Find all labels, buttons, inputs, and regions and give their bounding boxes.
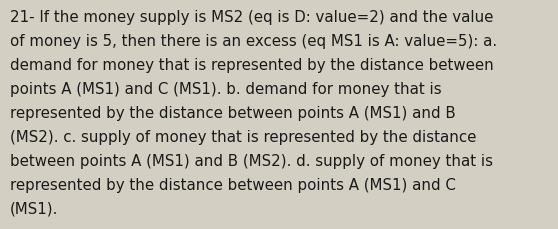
Text: of money is 5, then there is an excess (eq MS1 is A: value=5): a.: of money is 5, then there is an excess (… — [10, 34, 497, 49]
Text: represented by the distance between points A (MS1) and C: represented by the distance between poin… — [10, 177, 456, 192]
Text: (MS2). c. supply of money that is represented by the distance: (MS2). c. supply of money that is repres… — [10, 129, 477, 144]
Text: (MS1).: (MS1). — [10, 201, 59, 216]
Text: represented by the distance between points A (MS1) and B: represented by the distance between poin… — [10, 106, 456, 120]
Text: 21- If the money supply is MS2 (eq is D: value=2) and the value: 21- If the money supply is MS2 (eq is D:… — [10, 10, 493, 25]
Text: demand for money that is represented by the distance between: demand for money that is represented by … — [10, 58, 494, 73]
Text: points A (MS1) and C (MS1). b. demand for money that is: points A (MS1) and C (MS1). b. demand fo… — [10, 82, 442, 97]
Text: between points A (MS1) and B (MS2). d. supply of money that is: between points A (MS1) and B (MS2). d. s… — [10, 153, 493, 168]
